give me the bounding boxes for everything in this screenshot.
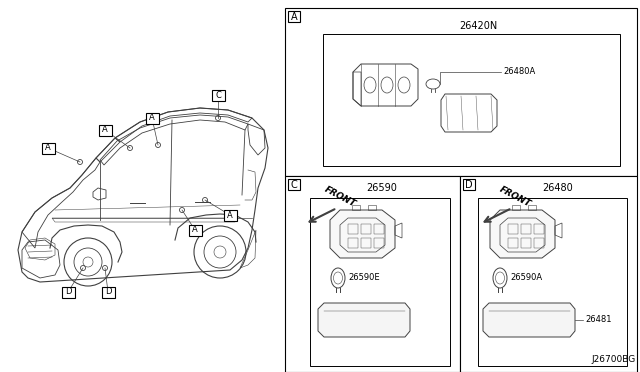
Text: A: A [192, 225, 198, 234]
Bar [223, 209, 237, 221]
Text: FRONT: FRONT [498, 185, 532, 209]
Text: 26420N: 26420N [460, 21, 498, 31]
Bar [348, 238, 358, 248]
Bar [534, 238, 544, 248]
Text: A: A [227, 211, 233, 219]
Bar [374, 224, 384, 234]
Polygon shape [483, 303, 575, 337]
Bar [528, 205, 536, 210]
Polygon shape [318, 303, 410, 337]
Bar [42, 142, 54, 154]
Bar [463, 179, 475, 190]
Bar [361, 238, 371, 248]
Bar [189, 224, 202, 235]
Bar [323, 34, 620, 166]
Bar [288, 179, 300, 190]
Bar [288, 11, 300, 22]
Text: FRONT: FRONT [323, 185, 358, 209]
Text: D: D [65, 288, 71, 296]
Bar [310, 198, 450, 366]
Text: A: A [102, 125, 108, 135]
Bar [534, 224, 544, 234]
Text: C: C [291, 180, 298, 189]
Bar [102, 286, 115, 298]
Bar [508, 238, 518, 248]
Text: A: A [45, 144, 51, 153]
Polygon shape [330, 210, 395, 258]
Text: D: D [105, 288, 111, 296]
Bar [145, 112, 159, 124]
Text: 26590A: 26590A [510, 273, 542, 282]
Bar [478, 198, 627, 366]
Bar [352, 205, 360, 210]
Bar [374, 238, 384, 248]
Bar [521, 224, 531, 234]
Bar [99, 125, 111, 135]
Text: 26480: 26480 [542, 183, 573, 193]
Text: A: A [149, 113, 155, 122]
Bar [508, 224, 518, 234]
Bar [61, 286, 74, 298]
Bar [368, 205, 376, 210]
Polygon shape [490, 210, 555, 258]
Bar [512, 205, 520, 210]
Bar [285, 8, 637, 176]
Bar [211, 90, 225, 100]
Text: 26480A: 26480A [503, 67, 535, 77]
Text: C: C [215, 90, 221, 99]
Text: D: D [465, 180, 473, 189]
Text: J26700BG: J26700BG [592, 355, 636, 364]
Bar [521, 238, 531, 248]
Bar [460, 176, 637, 372]
Text: 26590: 26590 [366, 183, 397, 193]
Bar [348, 224, 358, 234]
Bar [361, 224, 371, 234]
Text: 26590E: 26590E [348, 273, 380, 282]
Text: A: A [291, 12, 298, 22]
Bar [285, 176, 460, 372]
Text: 26481: 26481 [585, 315, 611, 324]
